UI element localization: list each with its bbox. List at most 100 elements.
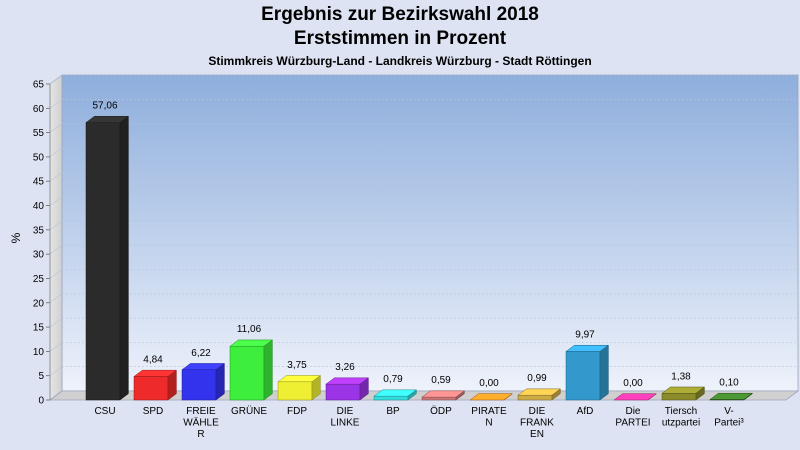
category-label: SPD [143, 406, 164, 417]
value-label: 9,97 [575, 330, 595, 341]
gridline-side [49, 196, 63, 206]
bar-front [565, 351, 601, 401]
y-tick-label: 65 [33, 80, 45, 91]
gridline-side [49, 171, 63, 182]
bar-front [661, 393, 697, 401]
category-label-line: Tiersch [665, 406, 697, 417]
bar-front [229, 345, 265, 401]
y-tick-label: 40 [33, 201, 45, 212]
category-label: CSU [94, 406, 115, 417]
y-tick-label: 60 [33, 104, 45, 115]
bar-front [85, 122, 121, 401]
category-label-line: LINKE [331, 418, 360, 429]
y-tick-label: 30 [33, 250, 45, 261]
bar [517, 388, 562, 401]
category-label-line: CSU [94, 406, 115, 417]
category-label-line: SPD [143, 406, 164, 417]
bar-side [551, 388, 561, 401]
gridline-side [49, 342, 63, 352]
y-tick-label: 55 [33, 128, 45, 139]
bar [229, 339, 274, 401]
bar-front [325, 383, 361, 401]
category-label: ÖDP [430, 405, 452, 417]
category-label-line: V- [724, 406, 733, 417]
bar [85, 115, 130, 401]
category-label: GRÜNE [231, 405, 267, 417]
bar [325, 377, 370, 401]
bar-front [517, 394, 553, 401]
bar-side [599, 344, 609, 401]
category-label: FREIE WÄHLE R [183, 406, 219, 440]
gridline-side [49, 147, 63, 158]
bar [181, 362, 226, 401]
category-label-line: PIRATE [471, 406, 507, 417]
category-label-line: FRANK [520, 418, 554, 429]
value-label: 1,38 [671, 371, 691, 382]
bar [373, 389, 418, 401]
value-label: 0,00 [479, 378, 499, 389]
plot-side-wall [49, 74, 63, 401]
category-label: Die PARTEI [615, 406, 650, 429]
category-label: DIE LINKE [331, 406, 360, 429]
category-label-line: FDP [287, 406, 307, 417]
bar-side [167, 369, 177, 401]
category-label-line: ÖDP [430, 405, 452, 417]
bar-side [503, 393, 513, 401]
category-label: FDP [287, 406, 307, 417]
gridline-side [49, 220, 63, 231]
bar-side [215, 362, 225, 401]
bar-side [455, 390, 465, 401]
value-label: 3,26 [335, 362, 355, 373]
category-label-line: Partei³ [714, 418, 744, 429]
bar [709, 392, 754, 401]
plot-back-wall [61, 74, 799, 392]
bar-side [407, 389, 417, 401]
y-tick-label: 0 [38, 396, 44, 407]
chart-region-subtitle: Stimmkreis Würzburg-Land - Landkreis Wür… [208, 54, 592, 68]
category-label: DIE FRANK EN [520, 406, 554, 440]
gridline-side [49, 99, 63, 109]
category-label-line: DIE [337, 406, 354, 417]
bar-side [311, 374, 321, 401]
bar [661, 386, 706, 401]
bar-front [373, 395, 409, 401]
value-label: 4,84 [143, 354, 163, 365]
bar [421, 390, 466, 401]
category-label-line: N [485, 418, 492, 429]
value-label: 0,99 [527, 373, 547, 384]
y-tick-label: 5 [38, 371, 44, 382]
category-label: V-Partei³ [714, 406, 744, 429]
category-label-line: EN [530, 429, 544, 440]
gridline-side [49, 123, 63, 133]
category-label: PIRATE N [471, 406, 507, 429]
gridline-side [49, 269, 63, 279]
category-label-line: R [197, 429, 204, 440]
bar-side [695, 386, 705, 401]
gridline-side [49, 244, 63, 255]
category-label-line: Die [625, 406, 640, 417]
bar-front [421, 396, 457, 401]
gridline-side [49, 293, 63, 304]
bar-front [181, 369, 217, 401]
category-label-line: DIE [529, 406, 546, 417]
category-label: Tiersch utzpartei [662, 406, 700, 429]
y-tick-label: 45 [33, 177, 45, 188]
bar-front [133, 376, 169, 401]
bar-side [119, 115, 129, 401]
category-label: BP [386, 406, 400, 417]
bar [277, 374, 322, 401]
category-label: AfD [577, 406, 594, 417]
value-label: 0,10 [719, 378, 739, 389]
category-label-line: AfD [577, 406, 594, 417]
bar-front [277, 381, 313, 401]
value-label: 11,06 [237, 324, 262, 335]
chart-title: Ergebnis zur Bezirkswahl 2018 [261, 4, 539, 25]
bar [613, 393, 658, 401]
value-label: 6,22 [191, 348, 211, 359]
category-label-line: GRÜNE [231, 405, 267, 417]
category-label-line: PARTEI [615, 418, 650, 429]
y-tick-label: 50 [33, 152, 45, 163]
y-tick-label: 20 [33, 298, 45, 309]
y-tick-label: 15 [33, 323, 45, 334]
